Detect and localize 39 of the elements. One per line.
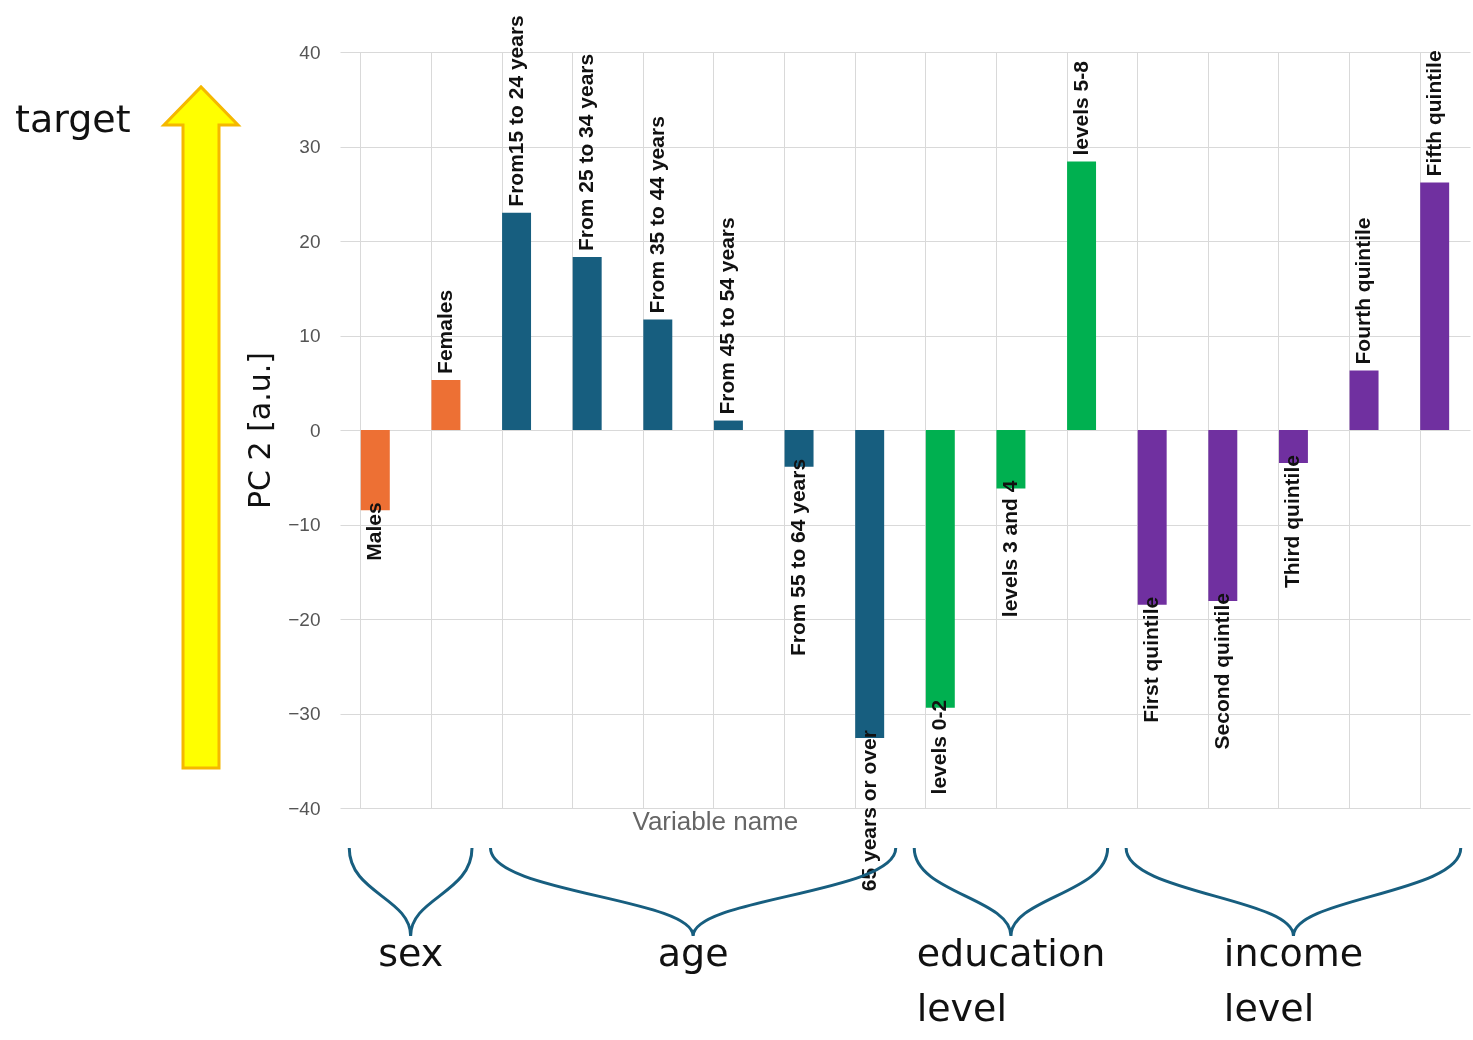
x-tick-label: From15 to 24 years [503,15,527,207]
y-tick-label: 0 [309,419,321,441]
bar [1349,370,1379,430]
x-tick-label: Third quintile [1280,455,1304,589]
x-tick-label: Females [432,289,456,374]
bar [1420,182,1450,430]
text: target [15,96,131,143]
x-tick-label: From 55 to 64 years [786,458,810,657]
y-tick-label: −20 [288,608,321,630]
bar [431,379,461,430]
y-tick-label: 40 [299,41,321,63]
bar [572,257,602,430]
x-tick-label: Second quintile [1209,593,1233,750]
text: age [657,930,729,977]
text: sex [378,930,444,977]
x-tick-label: From 35 to 44 years [644,116,668,314]
y-tick-label: −30 [288,703,321,724]
bar [643,319,673,430]
y-tick-label: −10 [288,514,321,535]
x-tick-label: levels 0-2 [927,699,951,795]
y-tick-label: −40 [288,797,321,819]
x-tick-label: From 25 to 34 years [574,53,598,252]
y-tick-label: 10 [299,325,321,346]
bar [713,420,743,430]
y-tick-label: 30 [299,136,321,157]
text: income level [1223,930,1364,1033]
x-axis-title: Variable name [632,805,799,836]
text: education level [916,930,1106,1033]
x-tick-label: levels 5-8 [1068,60,1092,156]
y-axis-title: PC 2 [a.u.] [242,351,278,510]
x-tick-label: First quintile [1139,596,1163,723]
x-tick-label: levels 3 and 4 [997,480,1021,618]
x-tick-label: From 45 to 54 years [715,217,739,415]
bar [1067,161,1097,430]
x-tick-label: Fifth quintile [1421,50,1445,177]
bar [502,212,532,430]
x-tick-label: Fourth quintile [1351,217,1375,365]
y-tick-label: 20 [299,230,321,252]
x-tick-label: Males [362,502,386,561]
